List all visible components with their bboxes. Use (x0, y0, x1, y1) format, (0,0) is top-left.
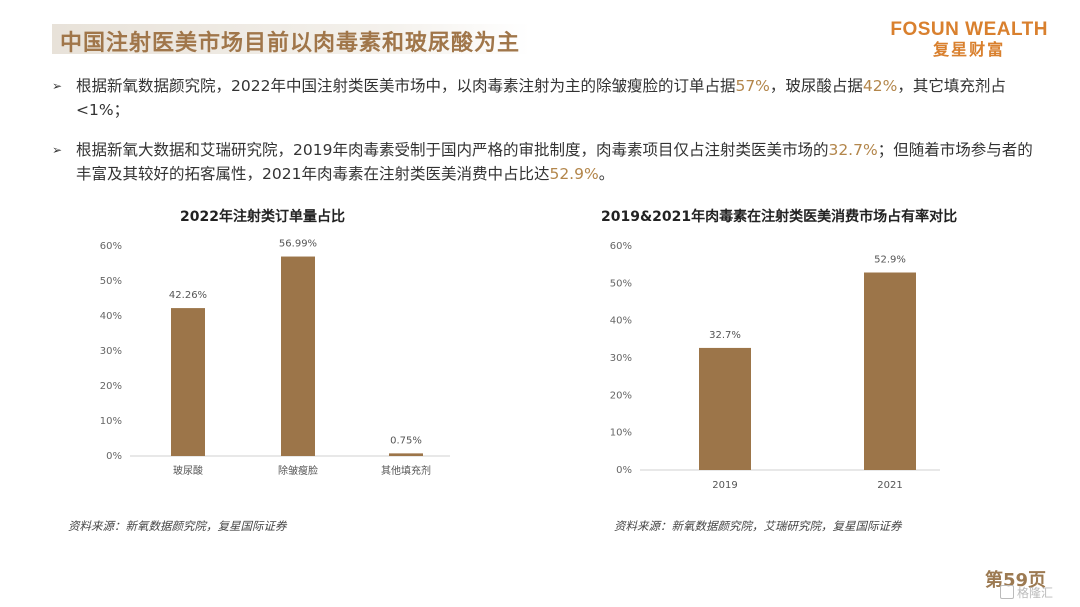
bar (699, 347, 751, 470)
chart-2-title: 2019&2021年肉毒素在注射类医美消费市场占有率对比 (601, 209, 958, 225)
bar (389, 453, 423, 456)
bar (864, 272, 916, 470)
text-run: ；但随着市场参与者的丰富及其较好的拓客属性，2021年肉毒素在注射类医美消费中占… (76, 141, 1033, 183)
text-run: ，其它填充剂占<1%； (76, 77, 1006, 119)
y-tick-label: 30% (100, 346, 122, 357)
highlight-value: 32.7% (828, 141, 878, 159)
y-tick-label: 60% (610, 241, 632, 252)
logo-text-en: FOSUN WEALTH (890, 19, 1048, 40)
title-bar (52, 24, 530, 54)
y-tick-label: 40% (610, 316, 632, 327)
y-tick-label: 20% (100, 381, 122, 392)
bar (171, 308, 205, 456)
y-tick-label: 20% (610, 390, 632, 401)
y-tick-label: 50% (100, 276, 122, 287)
watermark: 格隆汇 (1000, 584, 1053, 601)
x-tick-label: 2019 (712, 480, 737, 491)
y-tick-label: 60% (100, 241, 122, 252)
y-tick-label: 50% (610, 278, 632, 289)
botox-share-bar-chart: 0% 10% 20% 30% 40% 50% 60% 32.7% 2019 52.9% 2021 (610, 241, 940, 491)
logo-text-cn: 复星财富 (933, 40, 1006, 59)
y-tick-label: 10% (100, 416, 122, 427)
text-run: ，玻尿酸占据 (769, 77, 863, 95)
x-tick-label: 除皱瘦脸 (278, 464, 318, 477)
x-tick-label: 其他填充剂 (381, 464, 431, 477)
data-label: 32.7% (709, 330, 741, 341)
chart-1-title: 2022年注射类订单量占比 (180, 209, 345, 225)
fosun-wealth-logo: FOSUN WEALTH 复星财富 (890, 20, 1048, 60)
data-label: 56.99% (279, 239, 317, 250)
y-tick-label: 30% (610, 353, 632, 364)
bullet-list: ➢ 根据新氧数据颜究院，2022年中国注射类医美市场中，以肉毒素注射为主的除皱瘦… (52, 74, 1042, 186)
data-label: 52.9% (874, 255, 906, 266)
y-tick-label: 0% (106, 451, 122, 462)
y-tick-label: 0% (616, 465, 632, 476)
highlight-value: 42% (862, 77, 898, 95)
bullet-text: 根据新氧数据颜究院，2022年中国注射类医美市场中，以肉毒素注射为主的除皱瘦脸的… (76, 77, 1006, 119)
bar (281, 256, 315, 456)
watermark-logo-icon (1000, 585, 1014, 599)
bullet-text: 根据新氧大数据和艾瑞研究院，2019年肉毒素受制于国内严格的审批制度，肉毒素项目… (76, 141, 1033, 183)
y-tick-label: 40% (100, 311, 122, 322)
x-tick-label: 2021 (877, 480, 902, 491)
page-title: 中国注射医美市场目前以肉毒素和玻尿酸为主 (60, 31, 521, 56)
arrow-bullet-icon: ➢ (52, 143, 63, 157)
chart-1-source: 资料来源：新氧数据颜究院，复星国际证券 (68, 519, 287, 533)
watermark-text: 格隆汇 (1017, 586, 1054, 600)
bullet-item: ➢ 根据新氧大数据和艾瑞研究院，2019年肉毒素受制于国内严格的审批制度，肉毒素… (52, 138, 1042, 186)
x-tick-label: 玻尿酸 (173, 464, 203, 477)
bullet-item: ➢ 根据新氧数据颜究院，2022年中国注射类医美市场中，以肉毒素注射为主的除皱瘦… (52, 74, 1042, 122)
text-run: 根据新氧数据颜究院，2022年中国注射类医美市场中，以肉毒素注射为主的除皱瘦脸的… (76, 77, 736, 95)
arrow-bullet-icon: ➢ (52, 79, 63, 93)
chart-2-source: 资料来源：新氧数据颜究院，艾瑞研究院，复星国际证券 (614, 519, 902, 533)
y-tick-label: 10% (610, 428, 632, 439)
data-label: 42.26% (169, 290, 207, 301)
order-share-bar-chart: 0% 10% 20% 30% 40% 50% 60% 42.26% 玻尿酸 56.99% 除皱瘦脸 0… (100, 239, 450, 477)
text-run: 根据新氧大数据和艾瑞研究院，2019年肉毒素受制于国内严格的审批制度，肉毒素项目… (76, 141, 829, 159)
text-run: 。 (598, 165, 615, 183)
data-label: 0.75% (390, 435, 422, 446)
highlight-value: 57% (735, 77, 770, 95)
highlight-value: 52.9% (549, 165, 599, 183)
